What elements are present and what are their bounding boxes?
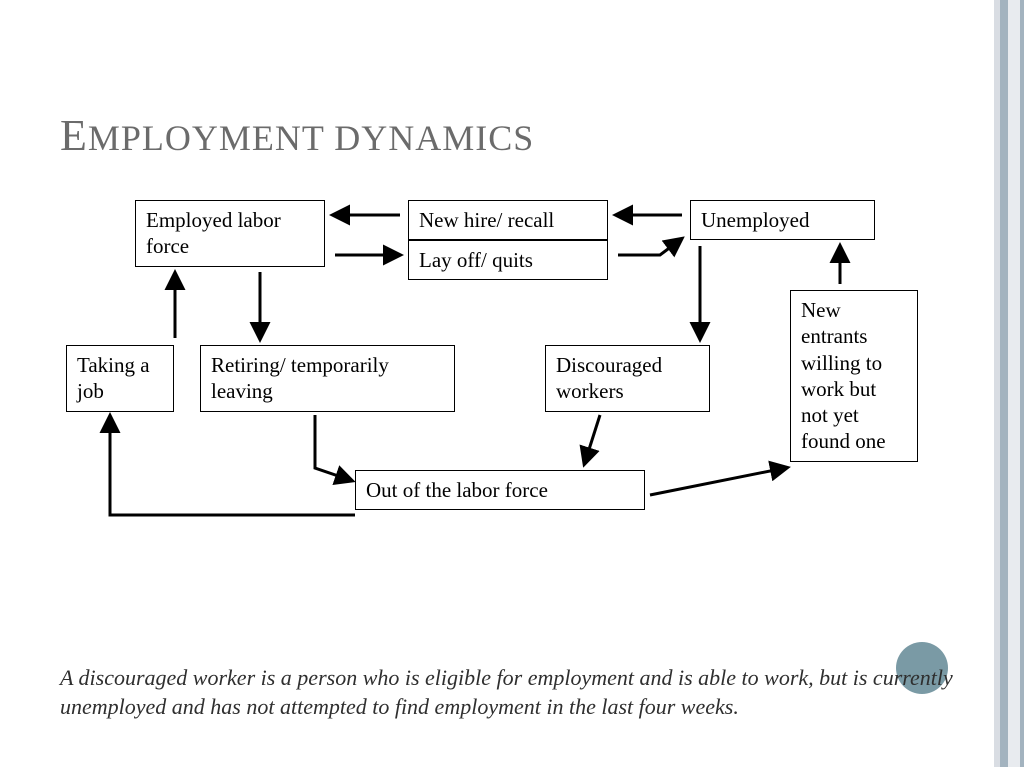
box-taking: Taking a job	[66, 345, 174, 412]
box-label: Unemployed	[701, 208, 809, 232]
box-label: Employed labor force	[146, 208, 281, 258]
box-discouraged: Discouraged workers	[545, 345, 710, 412]
box-label: Lay off/ quits	[419, 248, 533, 272]
box-label: Taking a job	[77, 353, 150, 403]
box-label: New entrants willing to work but not yet…	[801, 298, 886, 453]
box-newhire: New hire/ recall	[408, 200, 608, 240]
box-newentrants: New entrants willing to work but not yet…	[790, 290, 918, 462]
box-layoff: Lay off/ quits	[408, 240, 608, 280]
box-label: Out of the labor force	[366, 478, 548, 502]
box-label: Retiring/ temporarily leaving	[211, 353, 389, 403]
box-employed: Employed labor force	[135, 200, 325, 267]
flowchart-container: Employed labor force New hire/ recall La…	[0, 0, 1024, 767]
box-retiring: Retiring/ temporarily leaving	[200, 345, 455, 412]
footnote-text: A discouraged worker is a person who is …	[60, 663, 964, 722]
box-label: New hire/ recall	[419, 208, 554, 232]
box-label: Discouraged workers	[556, 353, 662, 403]
box-unemployed: Unemployed	[690, 200, 875, 240]
box-outof: Out of the labor force	[355, 470, 645, 510]
